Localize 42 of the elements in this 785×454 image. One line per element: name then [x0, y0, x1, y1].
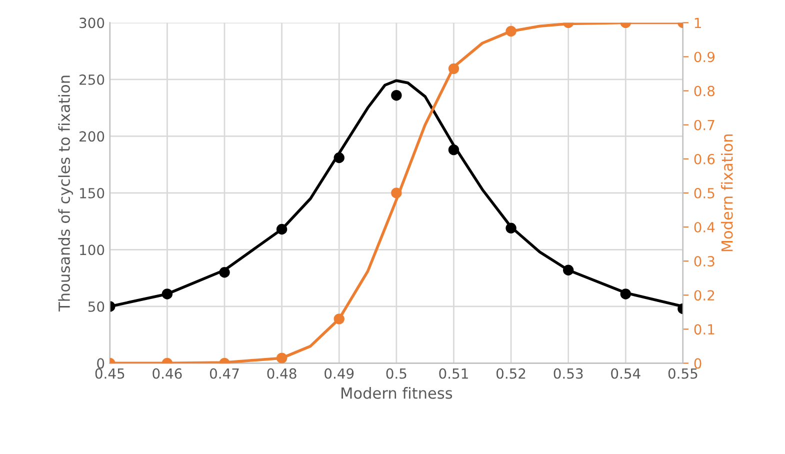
y-tick-label: 150	[80, 188, 104, 198]
y2-tick-label: 0.3	[694, 256, 714, 267]
y2-tick-label: 0.6	[694, 154, 715, 164]
y2-tick-label: 0.9	[694, 52, 714, 62]
x-tick-label: 0.54	[611, 368, 640, 379]
y2-tick-label: 0	[694, 358, 702, 369]
point	[391, 188, 402, 198]
x-tick-label: 0.45	[95, 368, 124, 379]
y2-axis-title: Modern fixation	[721, 134, 733, 252]
x-tick-label: 0.49	[324, 368, 354, 379]
y2-tick-label: 0.7	[694, 120, 714, 130]
x-tick-label: 0.55	[668, 368, 698, 379]
point	[448, 144, 460, 156]
x-tick-label: 0.5	[386, 368, 406, 379]
y-tick-label: 50	[88, 301, 104, 312]
point	[562, 264, 574, 276]
x-tick-label: 0.52	[496, 368, 526, 379]
y-tick-label: 300	[80, 18, 104, 28]
point	[162, 288, 173, 300]
x-tick-label: 0.48	[267, 368, 296, 379]
x-tick-label: 0.53	[554, 368, 583, 379]
y2-tick-label: 1	[694, 18, 701, 28]
y2-tick-label: 0.5	[694, 188, 714, 198]
y2-tick-label: 0.4	[694, 222, 715, 232]
point	[620, 288, 631, 300]
point	[506, 222, 516, 234]
y2-tick-label: 0.2	[694, 290, 714, 301]
y2-tick-label: 0.8	[694, 86, 715, 96]
point	[276, 224, 288, 235]
point	[391, 90, 402, 101]
y-axis-title: Thousands of cycles to fixation	[58, 76, 73, 312]
y-tick-label: 200	[80, 131, 104, 142]
x-tick-label: 0.46	[152, 368, 182, 379]
x-axis-title: Modern fitness	[342, 387, 452, 399]
point	[334, 152, 344, 164]
x-tick-label: 0.47	[210, 368, 239, 379]
point	[219, 267, 230, 278]
y-tick-label: 0	[97, 358, 104, 369]
y-tick-label: 100	[80, 244, 104, 256]
y2-tick-label: 0.1	[694, 324, 714, 335]
y-tick-label: 250	[80, 74, 104, 85]
x-tick-label: 0.51	[439, 368, 468, 379]
